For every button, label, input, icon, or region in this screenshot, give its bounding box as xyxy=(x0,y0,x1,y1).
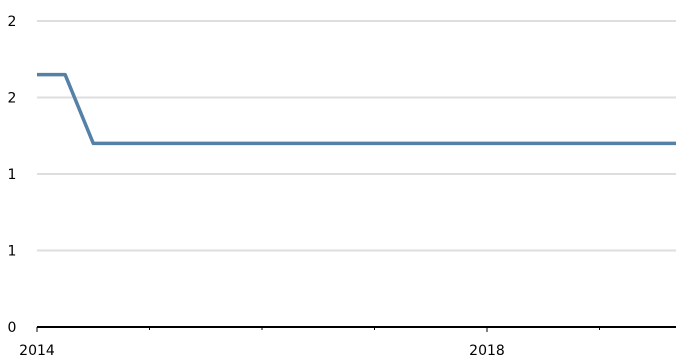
gridlines xyxy=(37,20,676,252)
y-tick-label: 1 xyxy=(8,167,17,183)
y-tick-label: 2 xyxy=(8,14,17,30)
series-group xyxy=(37,72,676,146)
y-tick-label: 2 xyxy=(8,91,17,107)
x-tick-labels: 201420182020 xyxy=(19,343,505,359)
y-tick-label: 1 xyxy=(8,244,17,260)
y-tick-labels: 0 1 1 2 2 xyxy=(8,14,17,336)
series-line xyxy=(37,72,676,146)
x-tick-label: 2014 xyxy=(19,343,55,358)
x-tick-label: 2018 xyxy=(469,343,505,358)
x-axis xyxy=(36,326,676,332)
y-tick-label: 0 xyxy=(8,320,17,336)
